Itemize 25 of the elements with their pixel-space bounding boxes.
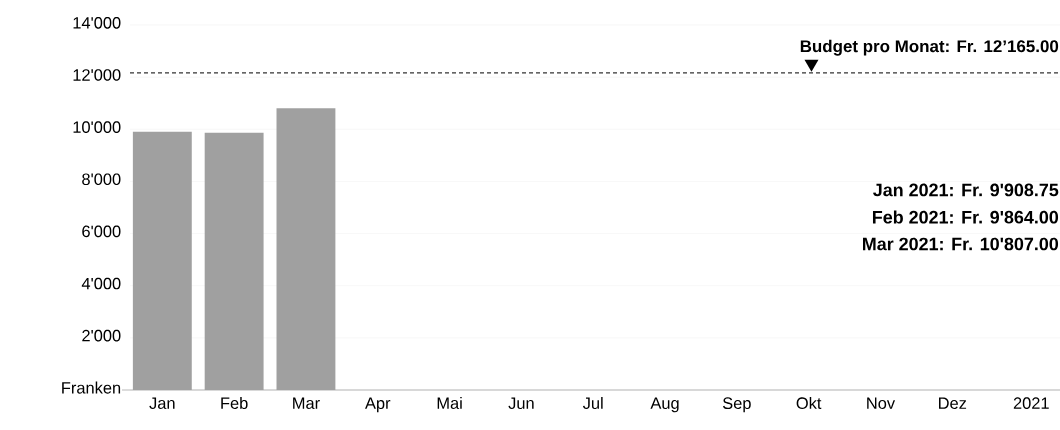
y-tick-label: 12'000 bbox=[73, 69, 121, 81]
x-tick-label: Apr bbox=[365, 397, 391, 413]
x-tick-label: Feb bbox=[221, 396, 248, 409]
x-tick-label: Jan bbox=[149, 397, 175, 409]
annotation: Feb 2021: Fr. 9'864.00 bbox=[872, 210, 1059, 224]
y-tick-label: 14'000 bbox=[73, 17, 121, 29]
y-tick-label: 6'000 bbox=[82, 225, 121, 238]
x-tick-label: Dez bbox=[939, 397, 967, 409]
x-tick-label: Mar bbox=[293, 397, 320, 409]
x-tick-label: Okt bbox=[796, 396, 822, 409]
x-tick-label: Aug bbox=[650, 397, 679, 413]
x-tick-label: Mai bbox=[437, 396, 462, 409]
y-tick-label: 2'000 bbox=[82, 329, 121, 342]
y-tick-label: 10'000 bbox=[73, 121, 121, 133]
x-tick-label: Sep bbox=[722, 397, 751, 413]
annotation: Jan 2021: Fr. 9'908.75 bbox=[873, 183, 1059, 197]
x-tick-label: Jul bbox=[582, 396, 603, 409]
y-tick-label: 4'000 bbox=[81, 277, 121, 290]
annotation: Mar 2021: Fr. 10'807.00 bbox=[863, 237, 1059, 251]
y-tick-label: Franken bbox=[62, 381, 121, 394]
x-tick-label: Jun bbox=[508, 397, 534, 409]
x-tick-label: Nov bbox=[867, 397, 896, 409]
y-tick-label: 8'000 bbox=[82, 173, 121, 186]
x-axis-title: 2021 bbox=[1013, 397, 1049, 409]
ref-line-label: Budget pro Monat: Fr. 12’165.00 bbox=[800, 39, 1059, 56]
